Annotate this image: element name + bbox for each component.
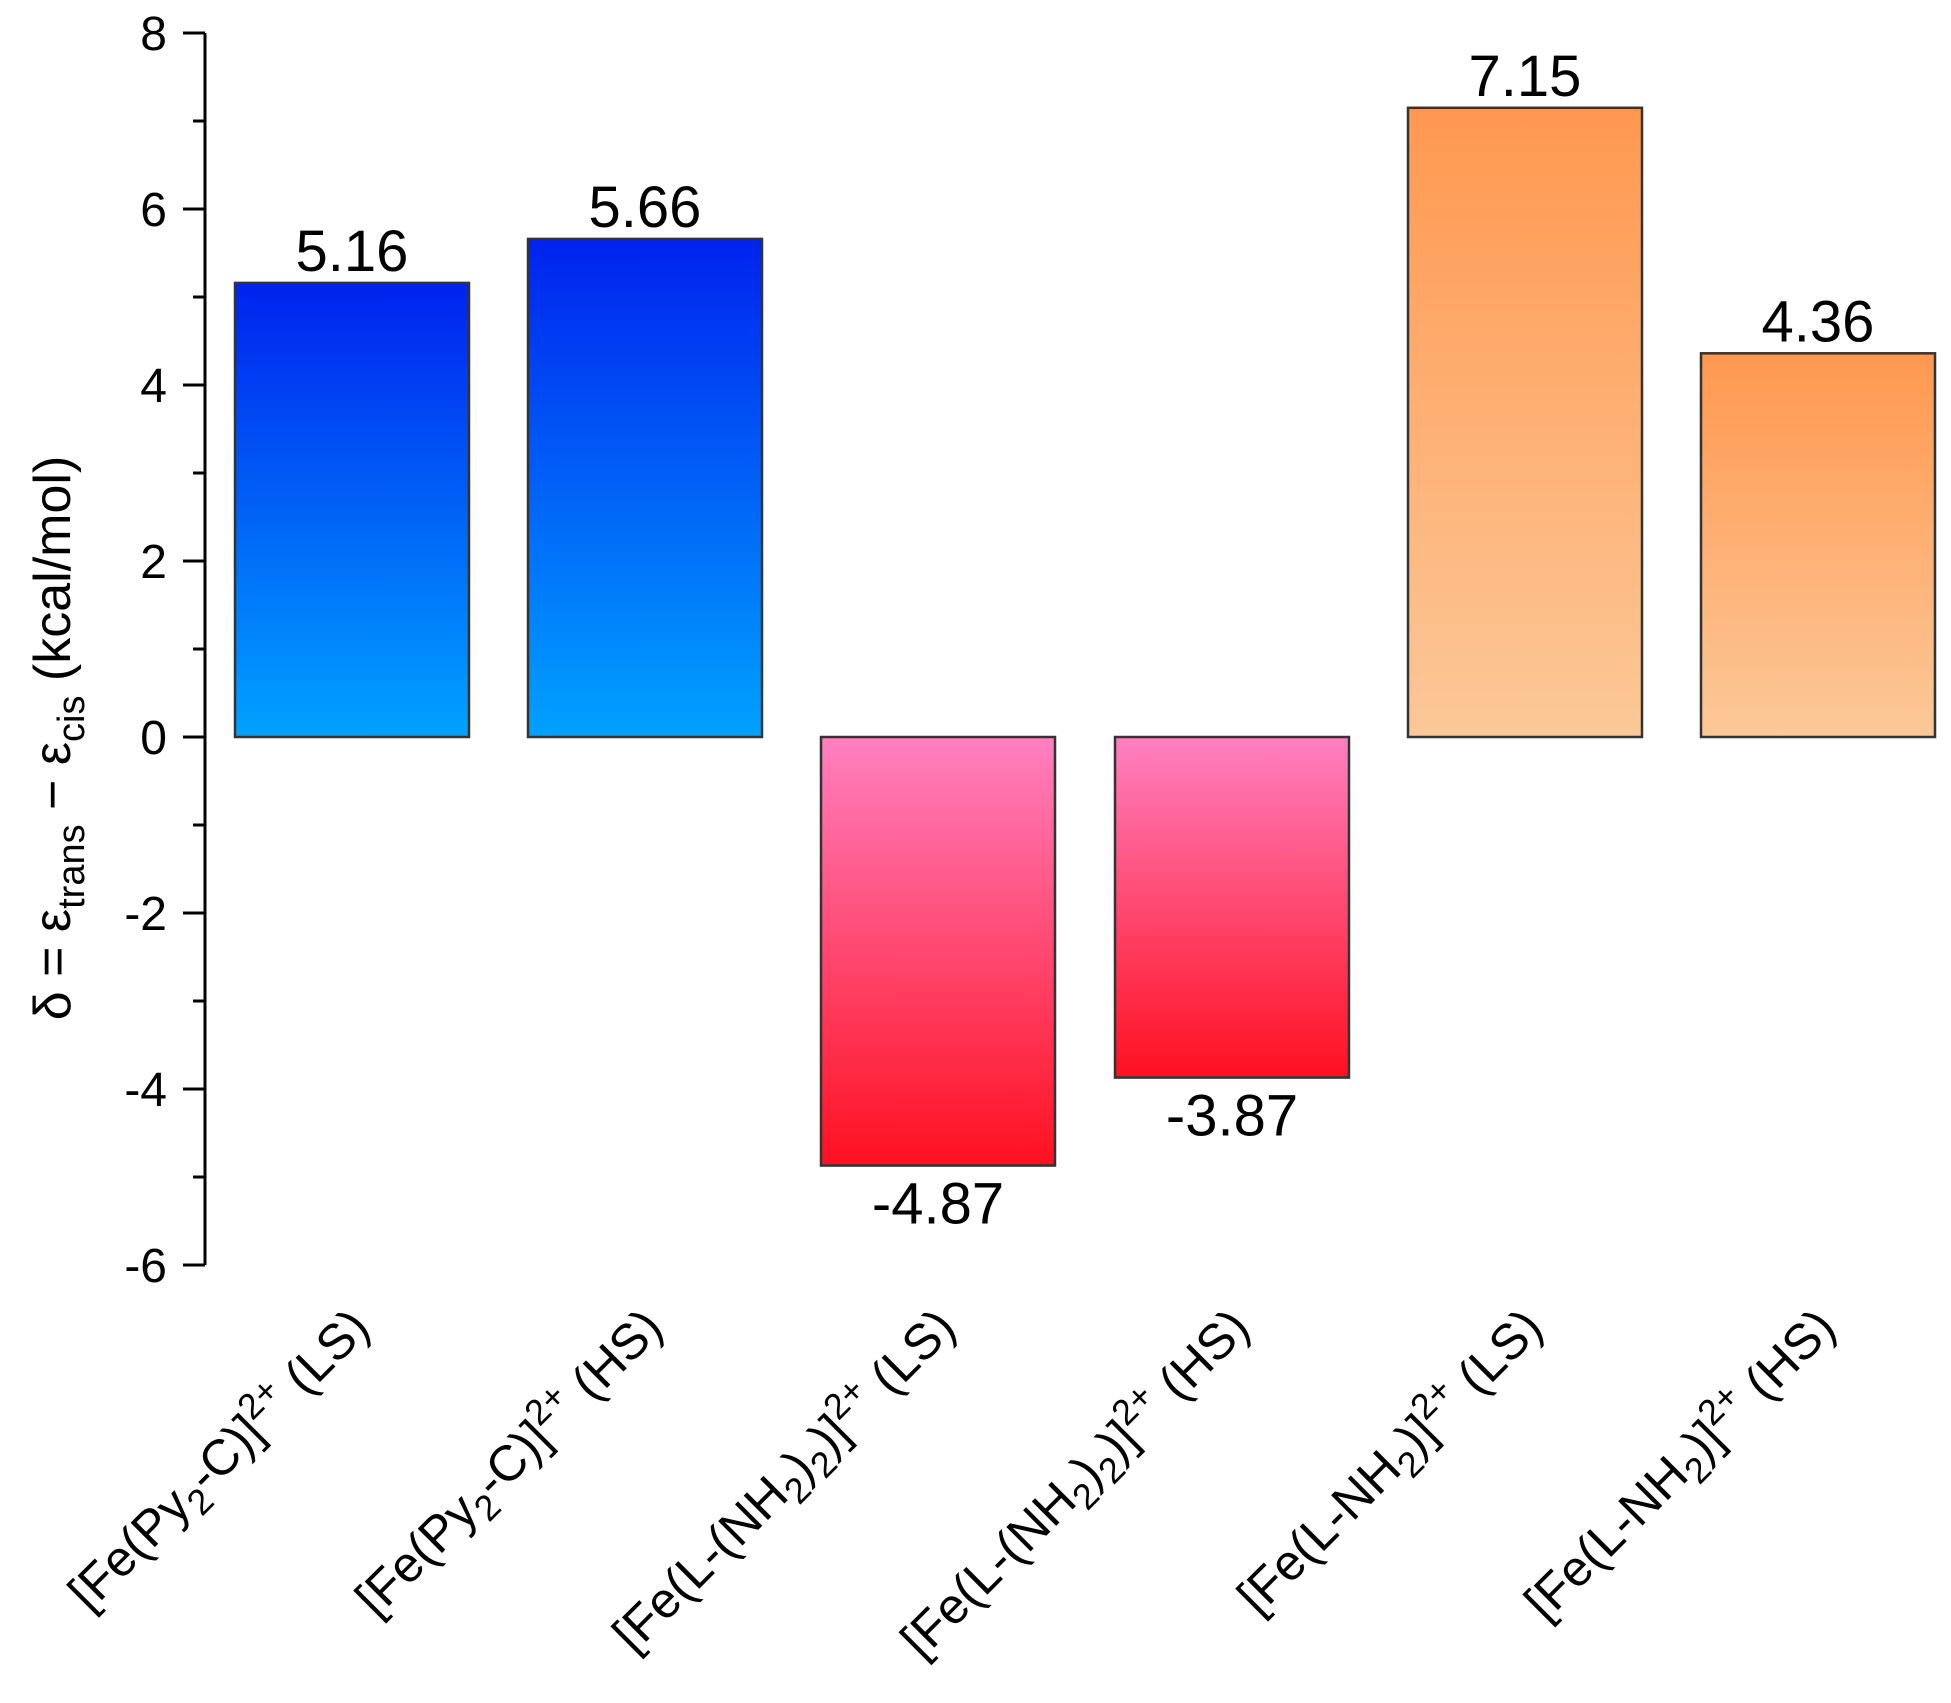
- category-labels-group: [Fe(Py2-C)]2+ (LS)[Fe(Py2-C)]2+ (HS) [Fe(…: [52, 1293, 1852, 1668]
- y-axis-label-middle: − ε: [24, 742, 82, 824]
- bar-value-label-5: 7.15: [1469, 44, 1582, 109]
- category-label-2: [Fe(Py2-C)]2+ (HS): [339, 1293, 679, 1633]
- category-label-6: [Fe(L-NH2)]2+ (HS): [1508, 1293, 1852, 1637]
- bar-3: [819, 735, 1057, 1167]
- y-tick-label: 8: [140, 8, 167, 61]
- category-label-5: [Fe(L-NH2)]2+ (LS): [1221, 1293, 1559, 1631]
- y-axis: -6 -4 -2 0 2 4 6 8: [124, 8, 207, 1293]
- y-tick-label: -2: [124, 888, 167, 941]
- y-tick-label: 2: [140, 536, 167, 589]
- bar-value-label-1: 5.16: [296, 219, 409, 284]
- bar-5: [1406, 106, 1644, 739]
- y-tick-label: 4: [140, 360, 167, 413]
- bar-value-label-3: -4.87: [872, 1172, 1004, 1237]
- bar-value-label-6: 4.36: [1762, 289, 1875, 354]
- bar-value-label-4: -3.87: [1166, 1084, 1298, 1149]
- bar-1: [233, 281, 471, 739]
- bar-2: [526, 237, 764, 739]
- y-axis-label: δ = εtrans − εcis (kcal/mol): [24, 456, 93, 1021]
- y-axis-label-sub-cis: cis: [51, 696, 93, 742]
- y-tick-label: -6: [124, 1240, 167, 1293]
- category-label-1: [Fe(Py2-C)]2+ (LS): [52, 1293, 386, 1627]
- bar-6: [1699, 352, 1937, 739]
- bar-4: [1113, 735, 1351, 1079]
- y-tick-label: 6: [140, 184, 167, 237]
- bar-value-label-2: 5.66: [589, 175, 702, 240]
- y-tick-label: -4: [124, 1064, 167, 1117]
- y-axis-label-sub-trans: trans: [51, 824, 93, 908]
- bars-group: [233, 106, 1937, 1167]
- y-tick-label: 0: [140, 712, 167, 765]
- value-labels-group: 5.16 5.66 -4.87 -3.87 7.15 4.36: [296, 44, 1875, 1237]
- y-axis-label-prefix: δ = ε: [24, 909, 82, 1020]
- y-axis-label-suffix: (kcal/mol): [24, 456, 82, 696]
